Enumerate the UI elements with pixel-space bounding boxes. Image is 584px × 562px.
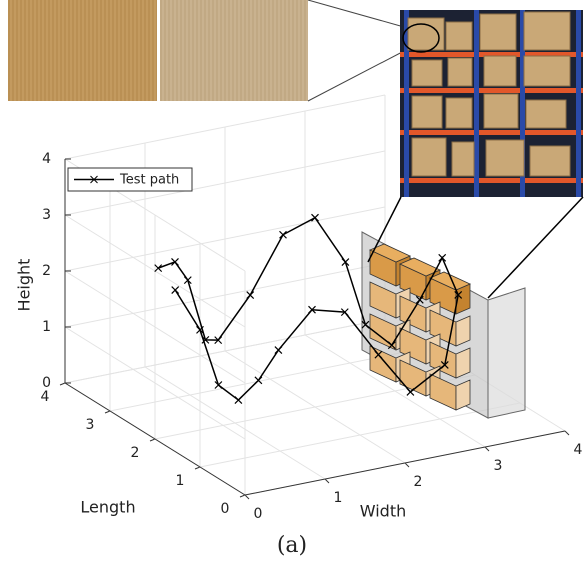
- photo-box: [412, 96, 442, 128]
- shelf-beam: [400, 178, 583, 183]
- path-marker: [172, 287, 179, 294]
- photo-box: [446, 98, 472, 128]
- shelf-post: [576, 10, 581, 197]
- path-marker: [235, 397, 242, 404]
- grid-line: [200, 403, 520, 467]
- photo-box: [412, 138, 446, 176]
- path-marker: [155, 265, 162, 272]
- y-axis-label: Length: [80, 498, 135, 517]
- z-tick-label: 1: [42, 319, 51, 335]
- shelf-post: [474, 10, 479, 197]
- path-marker: [312, 214, 319, 221]
- y-tick-label: 4: [41, 389, 50, 405]
- y-tick: [60, 383, 65, 385]
- photo-box: [524, 56, 570, 86]
- warehouse-photo: [400, 10, 583, 197]
- x-tick-label: 1: [334, 490, 343, 506]
- panel-side: [488, 288, 525, 418]
- z-tick-label: 3: [42, 207, 51, 223]
- y-tick: [150, 439, 155, 441]
- y-tick: [240, 495, 245, 497]
- connector: [308, 50, 406, 101]
- y-tick-label: 0: [221, 501, 230, 517]
- y-tick: [105, 411, 110, 413]
- connector: [308, 0, 404, 27]
- z-tick-label: 2: [42, 263, 51, 279]
- z-tick-label: 0: [42, 375, 51, 391]
- x-axis: [245, 431, 565, 495]
- photo-box: [480, 14, 516, 50]
- photo-box: [448, 58, 472, 86]
- photo-box: [412, 60, 442, 86]
- z-tick-label: 4: [42, 151, 51, 167]
- photo-box: [524, 12, 570, 50]
- x-tick-label: 3: [494, 458, 503, 474]
- y-tick: [195, 467, 200, 469]
- shelf-beam: [400, 88, 583, 93]
- z-axis-label: Height: [15, 259, 34, 312]
- photo-box: [486, 140, 524, 176]
- figure: 012340123401234WidthLengthHeight Test pa…: [0, 0, 584, 562]
- texture-photo: [160, 0, 308, 101]
- y-tick-label: 1: [176, 473, 185, 489]
- x-tick: [245, 495, 249, 499]
- photo-box: [484, 94, 518, 128]
- connector: [488, 197, 583, 298]
- y-tick-label: 3: [86, 417, 95, 433]
- x-tick: [325, 479, 329, 483]
- texture-photo: [8, 0, 157, 101]
- x-tick-label: 2: [414, 474, 423, 490]
- y-tick-label: 2: [131, 445, 140, 461]
- path-marker: [172, 258, 179, 265]
- photo-box: [484, 56, 516, 86]
- path-marker: [247, 292, 254, 299]
- path-marker: [439, 254, 446, 261]
- path-marker: [215, 382, 222, 389]
- photo-box: [530, 146, 570, 176]
- x-axis-label: Width: [360, 502, 406, 521]
- x-tick: [565, 431, 569, 435]
- path-marker: [407, 388, 414, 395]
- photo-box: [526, 100, 566, 128]
- path-marker: [275, 347, 282, 354]
- legend-label: Test path: [119, 173, 179, 188]
- caption: (a): [277, 533, 307, 558]
- shelf-beam: [400, 130, 583, 135]
- photo-box: [446, 22, 472, 50]
- x-tick: [485, 447, 489, 451]
- photo-box: [452, 142, 474, 176]
- x-tick-label: 4: [574, 442, 583, 458]
- path-marker: [280, 231, 287, 238]
- x-tick-label: 0: [254, 506, 263, 522]
- x-tick: [405, 463, 409, 467]
